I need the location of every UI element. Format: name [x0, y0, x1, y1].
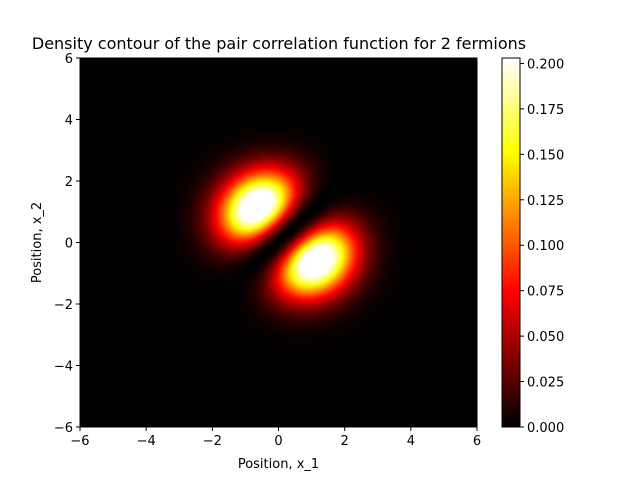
- y-tick-label: −2: [54, 298, 73, 313]
- x-axis-label: Position, x_1: [238, 457, 319, 472]
- x-tick-label: 6: [473, 434, 481, 449]
- heatmap-image: [80, 58, 477, 427]
- colorbar-tick-label: 0.175: [527, 103, 564, 118]
- y-tick-label: −6: [54, 421, 73, 436]
- x-tick-label: −6: [70, 434, 89, 449]
- colorbar-tick-label: 0.100: [527, 239, 564, 254]
- x-tick-label: 0: [274, 434, 282, 449]
- colorbar-frame: [501, 57, 521, 428]
- colorbar-tick-label: 0.150: [527, 148, 564, 163]
- colorbar-tick-label: 0.000: [527, 421, 564, 436]
- x-tick-label: −2: [203, 434, 222, 449]
- plot-area: [79, 57, 478, 428]
- x-tick-label: 2: [341, 434, 349, 449]
- colorbar-tick-label: 0.050: [527, 330, 564, 345]
- colorbar: 0.000 0.025 0.050 0.075 0.100 0.125 0.150 0.175…: [501, 57, 564, 436]
- colorbar-ticks: 0.000 0.025 0.050 0.075 0.100 0.125 0.150 0.175…: [520, 57, 564, 436]
- y-tick-label: 6: [65, 52, 73, 67]
- colorbar-gradient: [502, 58, 520, 427]
- y-axis-label: Position, x_2: [30, 202, 45, 283]
- y-tick-label: 2: [65, 175, 73, 190]
- colorbar-tick-label: 0.075: [527, 285, 564, 300]
- y-axis: −6 −4 −2 0 2 4 6: [54, 52, 80, 436]
- colorbar-tick-label: 0.200: [527, 57, 564, 72]
- x-tick-label: −4: [137, 434, 156, 449]
- y-tick-label: 4: [65, 114, 73, 129]
- chart-title: Density contour of the pair correlation …: [32, 34, 526, 53]
- colorbar-tick-label: 0.025: [527, 376, 564, 391]
- x-axis: −6 −4 −2 0 2 4 6: [70, 427, 481, 449]
- y-tick-label: −4: [54, 360, 73, 375]
- x-tick-label: 4: [407, 434, 415, 449]
- y-tick-label: 0: [65, 237, 73, 252]
- colorbar-tick-label: 0.125: [527, 194, 564, 209]
